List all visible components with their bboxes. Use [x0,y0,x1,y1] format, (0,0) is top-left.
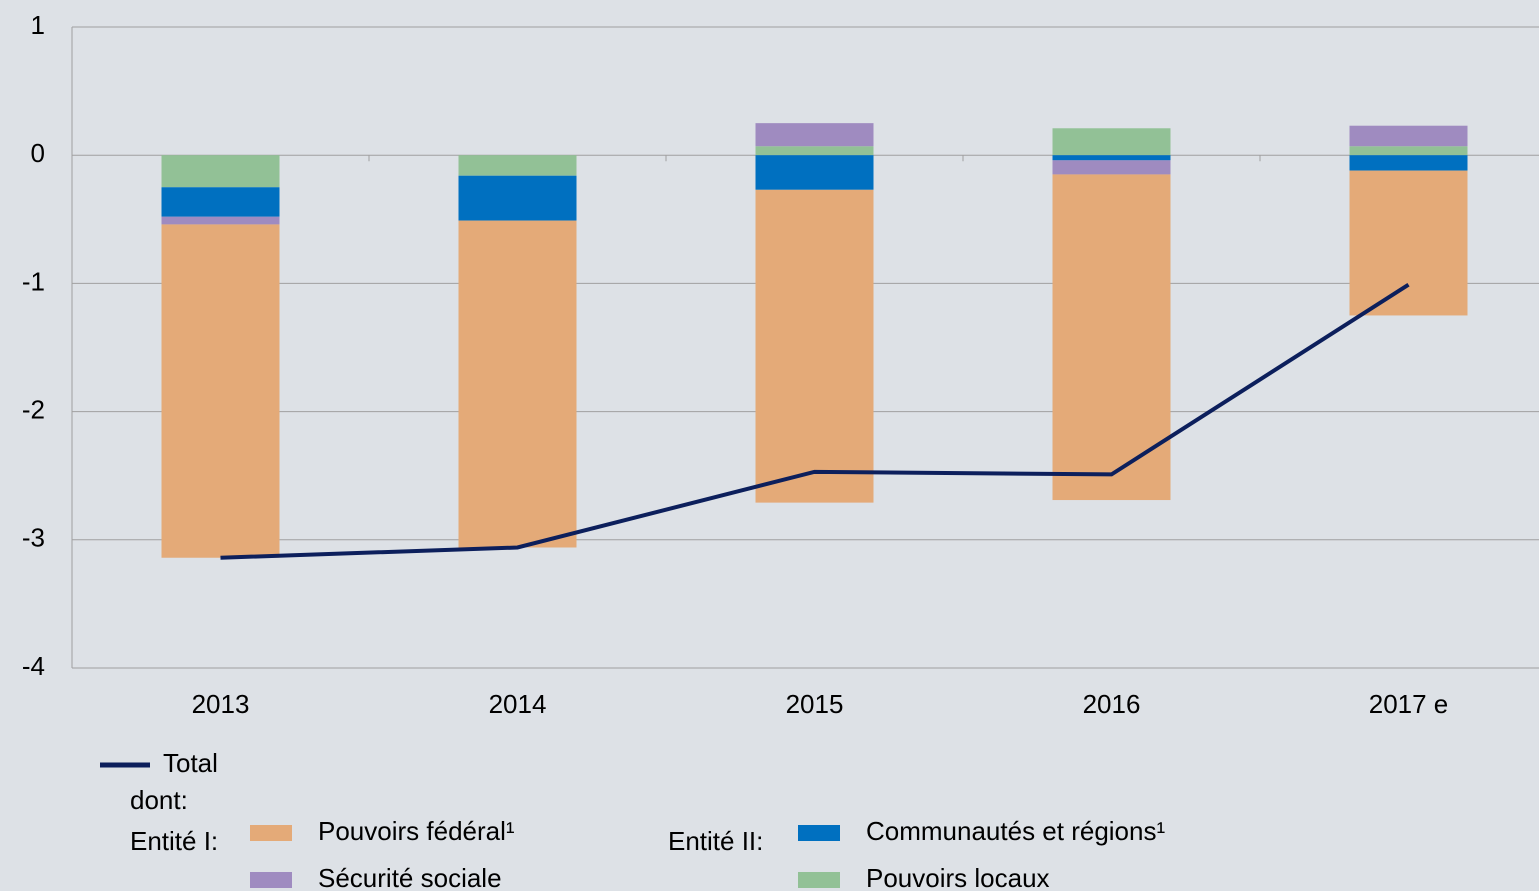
bar-segment [458,175,577,221]
y-tick-label: -2 [22,394,45,424]
legend-swatch [798,872,840,888]
legend-note: Entité I: [130,826,218,856]
legend-label: Communautés et régions¹ [866,816,1165,846]
y-tick-label: -4 [22,651,45,681]
bar-segment [161,187,280,217]
legend-swatch [250,825,292,841]
legend-swatch [250,872,292,888]
bar-segment [755,146,874,156]
bar-segment [1349,170,1468,316]
bar-segment [1052,128,1171,156]
bar-segment [161,224,280,558]
y-tick-label: 0 [31,138,45,168]
x-tick-label: 2016 [1083,689,1141,719]
bar-segment [755,155,874,190]
legend-label: Pouvoirs fédéral¹ [318,816,515,846]
y-tick-label: -3 [22,523,45,553]
legend-note: dont: [130,785,188,815]
legend-label: Sécurité sociale [318,863,502,891]
bar-segment [1349,155,1468,171]
bar-segment [161,216,280,225]
x-tick-label: 2013 [192,689,250,719]
x-tick-label: 2015 [786,689,844,719]
x-tick-label: 2017 e [1369,689,1449,719]
bar-segment [755,189,874,503]
bar-segment [755,123,874,147]
x-tick-label: 2014 [489,689,547,719]
legend-note: Entité II: [668,826,763,856]
legend-label: Pouvoirs locaux [866,863,1050,891]
bar-segment [1052,174,1171,501]
bar-segment [1052,160,1171,175]
bar-segment [458,155,577,176]
bar-segment [1052,155,1171,161]
y-tick-label: -1 [22,266,45,296]
bar-segment [1349,146,1468,156]
legend-label: Total [163,748,218,778]
bar-segment [1349,125,1468,147]
total-line [220,282,1410,560]
y-tick-label: 1 [31,10,45,40]
bar-segment [458,220,577,548]
legend-swatch [798,825,840,841]
bar-segment [161,155,280,188]
